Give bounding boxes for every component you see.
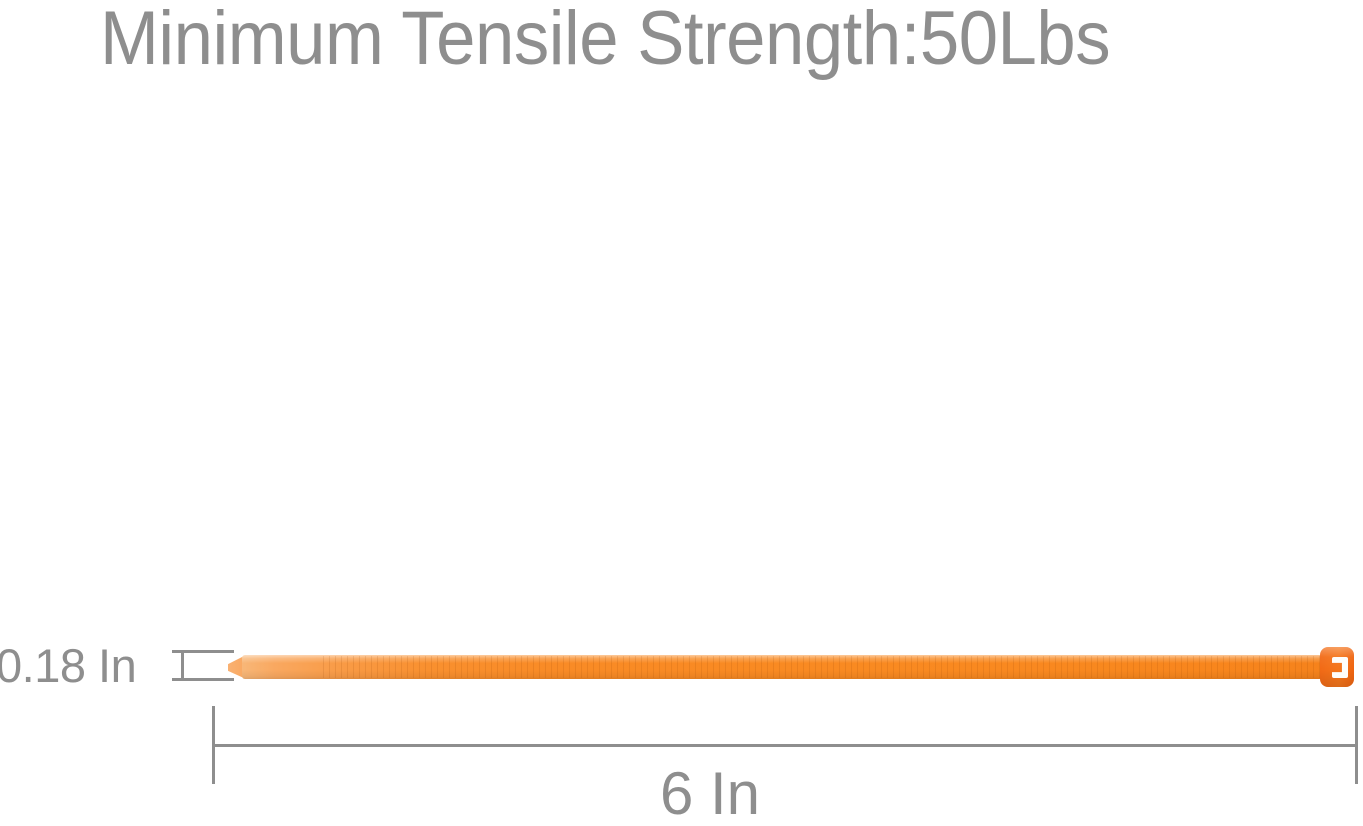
width-bracket-bottom-line (172, 678, 234, 681)
length-extension-line-left (212, 706, 215, 784)
cable-tie-locking-head (1320, 647, 1354, 687)
page-title: Minimum Tensile Strength:50Lbs (100, 0, 1111, 81)
width-dimension-bracket (172, 650, 234, 682)
width-dimension-label: 0.18 In (0, 639, 137, 692)
width-bracket-top-line (172, 650, 234, 653)
cable-tie-ratchet-teeth (318, 656, 1338, 678)
length-dimension-line (215, 744, 1356, 747)
length-extension-line-right (1355, 706, 1358, 784)
length-dimension-label: 6 In (659, 760, 761, 826)
cable-tie-strap (242, 655, 1338, 679)
width-bracket-tick (181, 653, 184, 678)
cable-tie-illustration (228, 647, 1356, 690)
